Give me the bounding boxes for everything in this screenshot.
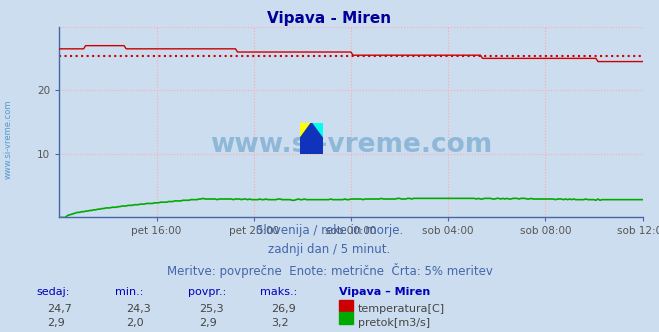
Text: Meritve: povprečne  Enote: metrične  Črta: 5% meritev: Meritve: povprečne Enote: metrične Črta:… bbox=[167, 263, 492, 278]
Text: 24,3: 24,3 bbox=[127, 304, 152, 314]
Text: temperatura[C]: temperatura[C] bbox=[358, 304, 445, 314]
Polygon shape bbox=[300, 123, 323, 154]
Text: Vipava - Miren: Vipava - Miren bbox=[268, 11, 391, 26]
Text: 25,3: 25,3 bbox=[199, 304, 223, 314]
Text: 2,9: 2,9 bbox=[47, 318, 65, 328]
Text: sedaj:: sedaj: bbox=[36, 287, 70, 297]
Text: 2,9: 2,9 bbox=[199, 318, 217, 328]
Text: maks.:: maks.: bbox=[260, 287, 298, 297]
Text: zadnji dan / 5 minut.: zadnji dan / 5 minut. bbox=[268, 243, 391, 256]
Text: min.:: min.: bbox=[115, 287, 144, 297]
Text: pretok[m3/s]: pretok[m3/s] bbox=[358, 318, 430, 328]
Text: 3,2: 3,2 bbox=[272, 318, 289, 328]
Text: www.si-vreme.com: www.si-vreme.com bbox=[210, 132, 492, 158]
Polygon shape bbox=[312, 123, 323, 138]
Text: 26,9: 26,9 bbox=[272, 304, 297, 314]
Text: Slovenija / reke in morje.: Slovenija / reke in morje. bbox=[256, 224, 403, 237]
Text: povpr.:: povpr.: bbox=[188, 287, 226, 297]
Text: 2,0: 2,0 bbox=[127, 318, 144, 328]
Text: www.si-vreme.com: www.si-vreme.com bbox=[3, 100, 13, 179]
Text: 24,7: 24,7 bbox=[47, 304, 72, 314]
Polygon shape bbox=[300, 123, 312, 138]
Text: Vipava – Miren: Vipava – Miren bbox=[339, 287, 430, 297]
